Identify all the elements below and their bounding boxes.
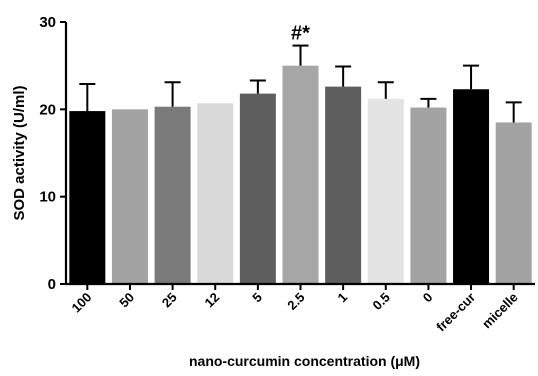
x-tick-label: 50 (116, 290, 137, 311)
y-ticks-layer: 0 10 20 30 (39, 14, 66, 293)
y-tick-label: 30 (39, 14, 56, 31)
bar (282, 65, 319, 285)
x-tick-label: 2.5 (284, 290, 307, 313)
bar (239, 93, 276, 284)
bar (197, 103, 234, 284)
y-tick-label: 0 (48, 276, 56, 293)
x-tick-label: 0.5 (370, 290, 393, 313)
bars-layer (69, 65, 532, 285)
annotations-layer: #* (291, 23, 310, 45)
bar (69, 111, 106, 284)
x-tick-label: free-cur (433, 290, 478, 335)
x-tick-label: 12 (202, 290, 223, 311)
bar (453, 89, 490, 284)
x-tick-label: 25 (159, 290, 180, 311)
y-tick-label: 20 (39, 101, 56, 118)
x-tick-label: 100 (68, 290, 94, 316)
y-axis-title: SOD activity (U/ml) (11, 85, 28, 220)
bar (111, 109, 148, 284)
bar (325, 86, 362, 284)
x-tick-label: 5 (249, 290, 265, 306)
bar (367, 98, 404, 284)
significance-annotation: #* (291, 23, 310, 45)
x-tick-label: 1 (335, 290, 351, 306)
x-tick-label: 0 (420, 290, 436, 306)
bar (154, 106, 191, 284)
x-tick-label: micelle (479, 290, 521, 332)
bar (410, 107, 447, 284)
x-axis-title: nano-curcumin concentration (μM) (189, 353, 420, 369)
error-bars-layer (79, 44, 522, 123)
bar (495, 122, 532, 284)
y-tick-label: 10 (39, 189, 56, 206)
